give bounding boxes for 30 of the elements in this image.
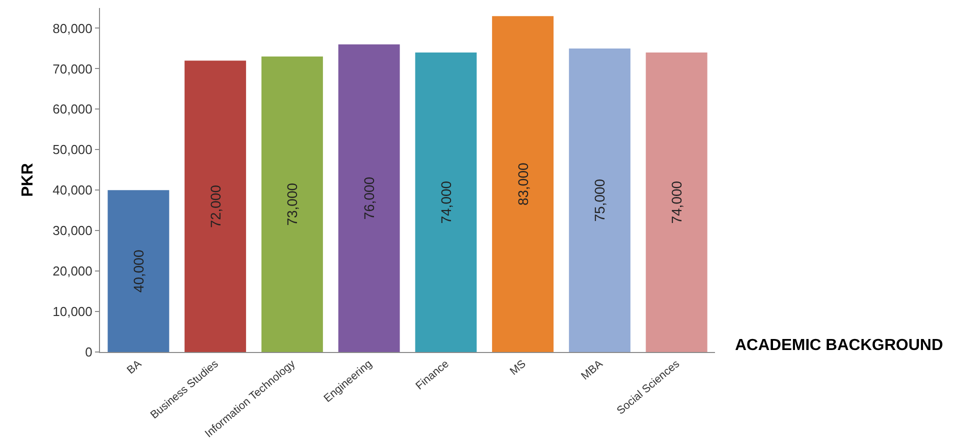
bar — [184, 60, 246, 352]
y-tick-label: 60,000 — [52, 102, 92, 117]
x-axis-title: ACADEMIC BACKGROUND — [735, 337, 943, 354]
y-axis-title: PKR — [20, 162, 37, 197]
y-tick-label: 80,000 — [52, 20, 92, 36]
data-label: 76,000 — [361, 176, 378, 220]
bar — [568, 48, 630, 352]
y-tick-label: 10,000 — [52, 304, 92, 320]
data-label: 74,000 — [438, 180, 454, 224]
y-tick-label: 50,000 — [52, 142, 92, 158]
bar — [338, 44, 400, 352]
data-label: 40,000 — [130, 250, 146, 293]
y-tick-label: 0 — [85, 344, 92, 360]
y-tick-label: 20,000 — [52, 264, 92, 279]
data-label: 83,000 — [514, 162, 531, 206]
y-tick-label: 40,000 — [52, 182, 92, 198]
data-label: 73,000 — [284, 182, 300, 226]
bar — [492, 16, 554, 352]
bar — [415, 52, 477, 352]
data-label: 75,000 — [592, 178, 608, 222]
x-tick-label: MBA — [579, 358, 606, 383]
y-tick-label: 30,000 — [52, 223, 92, 238]
data-label: 72,000 — [207, 184, 224, 228]
bar — [108, 190, 170, 352]
x-tick-label: MS — [508, 358, 528, 378]
y-tick-label: 70,000 — [52, 61, 92, 76]
x-tick-label: BA — [124, 358, 144, 377]
bar — [646, 52, 708, 352]
data-label: 74,000 — [668, 180, 685, 224]
bar — [261, 56, 323, 352]
